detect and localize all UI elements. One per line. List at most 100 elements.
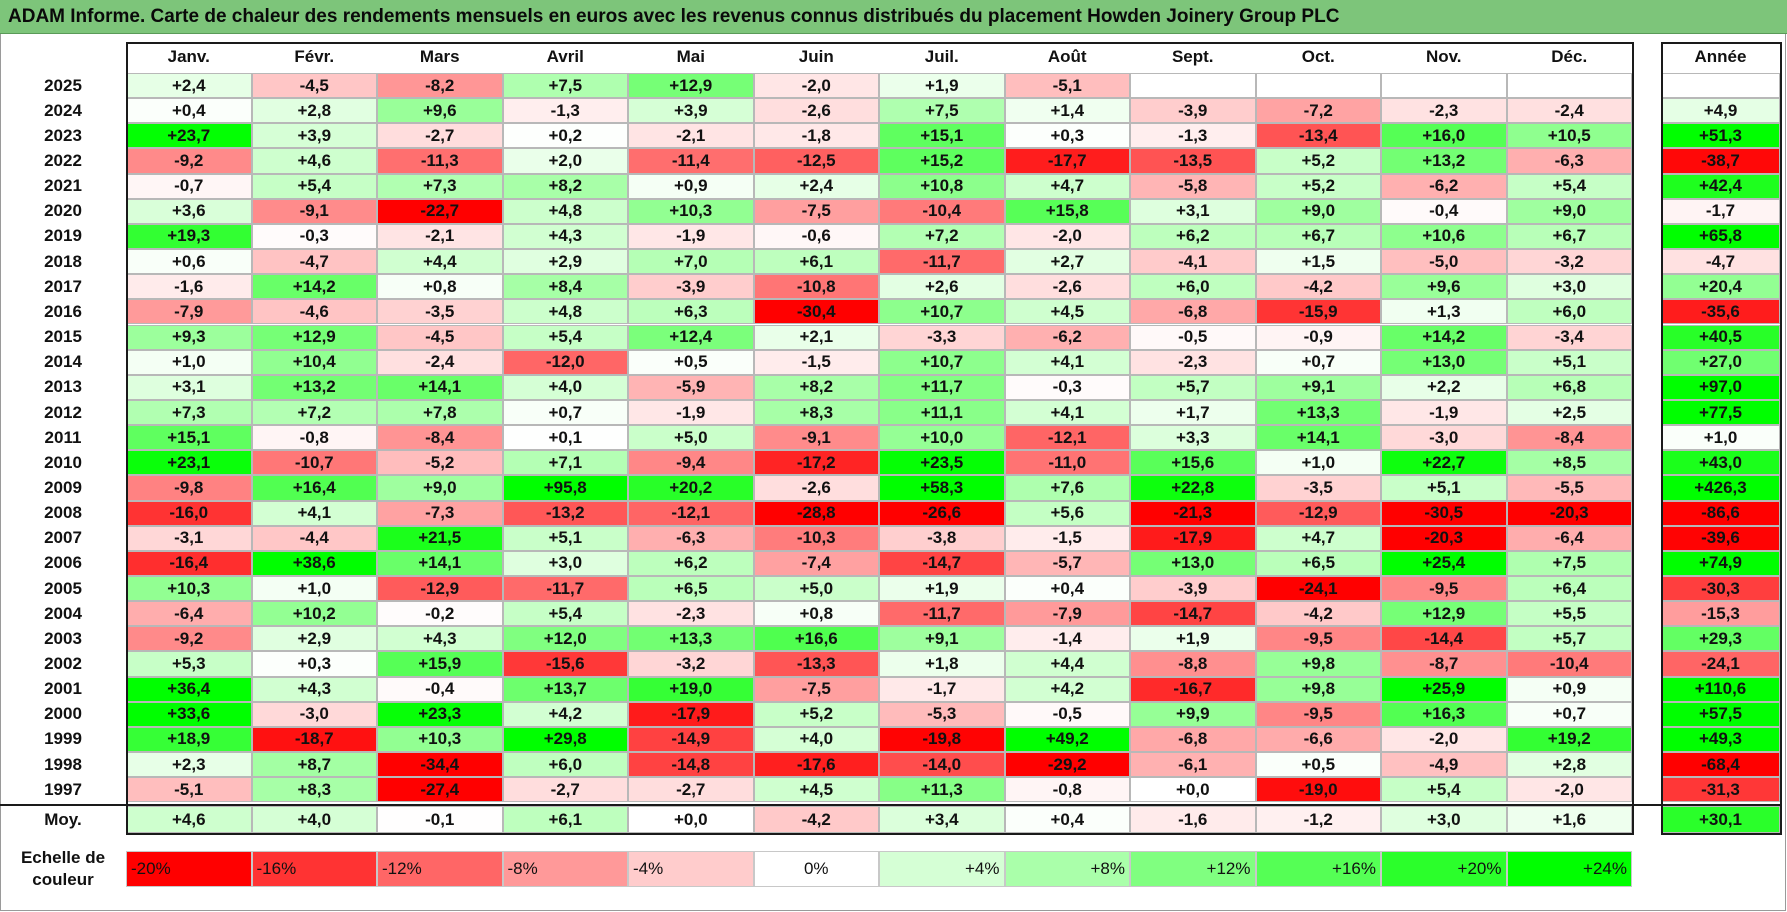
annual-cell: +57,5: [1661, 701, 1780, 727]
month-header: Déc.: [1551, 47, 1588, 66]
heatmap-cell: -5,9: [628, 374, 754, 400]
heatmap-cell: +3,6: [126, 198, 252, 224]
annual-cell: +27,0: [1661, 349, 1780, 375]
heatmap-cell: +6,1: [753, 249, 879, 275]
average-annual-cell: +30,1: [1661, 806, 1780, 834]
heatmap-cell: +2,9: [502, 249, 628, 275]
heatmap-cell: +19,3: [126, 223, 252, 250]
heatmap-cell: +4,2: [1004, 676, 1130, 702]
year-label: 2007: [44, 528, 82, 548]
heatmap-cell: +0,4: [126, 98, 252, 124]
heatmap-cell: -2,1: [628, 123, 754, 149]
heatmap-cell: +15,1: [126, 425, 252, 451]
heatmap-cell: +0,5: [628, 349, 754, 375]
heatmap-cell: +0,8: [377, 274, 503, 300]
heatmap-cell: +8,3: [251, 777, 377, 803]
heatmap-cell: -13,5: [1130, 148, 1256, 174]
heatmap-cell: -14,7: [1130, 601, 1256, 627]
heatmap-cell: -8,8: [1130, 651, 1256, 677]
heatmap-cell: -3,4: [1506, 324, 1632, 350]
heatmap-cell: -1,5: [1004, 525, 1130, 551]
heatmap-cell: +1,0: [1255, 450, 1381, 476]
annual-cell: [1661, 73, 1780, 99]
heatmap-cell: +2,4: [126, 73, 252, 99]
heatmap-cell: +11,1: [879, 399, 1005, 426]
heatmap-cell: +0,8: [753, 601, 879, 627]
page-title: ADAM Informe. Carte de chaleur des rende…: [8, 6, 1340, 27]
legend-swatch: +8%: [1004, 851, 1130, 888]
heatmap-cell: +5,2: [1255, 148, 1381, 174]
heatmap-cell: -2,0: [753, 73, 879, 99]
heatmap-cell: -6,4: [126, 601, 252, 627]
heatmap-cell: +16,6: [753, 626, 879, 652]
heatmap-cell: +9,1: [879, 626, 1005, 652]
heatmap-cell: -7,5: [753, 676, 879, 702]
heatmap-cell: +38,6: [251, 550, 377, 576]
heatmap-cell: +0,2: [502, 123, 628, 149]
heatmap-cell: +9,8: [1255, 676, 1381, 702]
heatmap-cell: -14,4: [1381, 626, 1507, 652]
heatmap-cell: +12,9: [628, 73, 754, 99]
annual-cell: -68,4: [1661, 752, 1780, 778]
heatmap-cell: -6,2: [1381, 173, 1507, 199]
heatmap-cell: -11,7: [502, 576, 628, 602]
average-cell: -1,6: [1130, 806, 1256, 834]
annual-cell: +74,9: [1661, 550, 1780, 576]
annual-cell: -4,7: [1661, 249, 1780, 275]
year-label: 2009: [44, 477, 82, 497]
heatmap-cell: +8,5: [1506, 450, 1632, 476]
heatmap-cell: -12,9: [377, 576, 503, 602]
heatmap-cell: +4,5: [753, 777, 879, 803]
heatmap-cell: -11,7: [879, 249, 1005, 275]
heatmap-cell: +3,1: [1130, 198, 1256, 224]
heatmap-cell: -14,9: [628, 726, 754, 753]
heatmap-cell: +5,1: [1381, 475, 1507, 501]
heatmap-cell: +4,1: [1004, 399, 1130, 426]
heatmap-cell: +6,0: [502, 752, 628, 778]
heatmap-cell: +0,9: [628, 173, 754, 199]
heatmap-cell: +4,7: [1255, 525, 1381, 551]
heatmap-cell: -24,1: [1255, 576, 1381, 602]
heatmap-cell: +6,3: [628, 299, 754, 325]
heatmap-cell: -14,0: [879, 752, 1005, 778]
heatmap-cell: -10,4: [879, 198, 1005, 224]
legend-swatch: +16%: [1255, 851, 1381, 888]
heatmap-cell: -6,6: [1255, 726, 1381, 753]
heatmap-cell: +2,0: [502, 148, 628, 174]
heatmap-cell: +0,3: [251, 651, 377, 677]
heatmap-cell: -13,3: [753, 651, 879, 677]
heatmap-cell: +2,8: [251, 98, 377, 124]
annual-header: Année: [1694, 47, 1747, 66]
heatmap-cell: +10,7: [879, 349, 1005, 375]
annual-cell: +20,4: [1661, 274, 1780, 300]
year-label: 2012: [44, 402, 82, 422]
heatmap-cell: +18,9: [126, 726, 252, 753]
year-label: 2020: [44, 201, 82, 221]
heatmap-cell: -6,8: [1130, 299, 1256, 325]
heatmap-cell: +13,2: [251, 374, 377, 400]
heatmap-cell: +5,2: [1255, 173, 1381, 199]
heatmap-cell: -12,5: [753, 148, 879, 174]
heatmap-cell: -17,9: [1130, 525, 1256, 551]
heatmap-cell: +9,9: [1130, 701, 1256, 727]
year-label: 2001: [44, 679, 82, 699]
heatmap-cell: +5,0: [753, 576, 879, 602]
year-label: 2023: [44, 125, 82, 145]
heatmap-cell: +8,4: [502, 274, 628, 300]
year-label: 2010: [44, 452, 82, 472]
heatmap-cell: +16,0: [1381, 123, 1507, 149]
heatmap-cell: -9,4: [628, 450, 754, 476]
heatmap-cell: +5,7: [1130, 374, 1256, 400]
heatmap-cell: -3,8: [879, 525, 1005, 551]
year-label: 2003: [44, 628, 82, 648]
heatmap-cell: +0,3: [1004, 123, 1130, 149]
heatmap-cell: -13,2: [502, 500, 628, 526]
annual-cell: +4,9: [1661, 98, 1780, 124]
heatmap-cell: +3,9: [251, 123, 377, 149]
heatmap-cell: -6,3: [628, 525, 754, 551]
year-label: 2019: [44, 226, 82, 246]
heatmap-cell: +9,6: [377, 98, 503, 124]
heatmap-cell: +0,7: [502, 399, 628, 426]
heatmap-cell: +5,6: [1004, 500, 1130, 526]
heatmap-cell: -2,6: [753, 475, 879, 501]
